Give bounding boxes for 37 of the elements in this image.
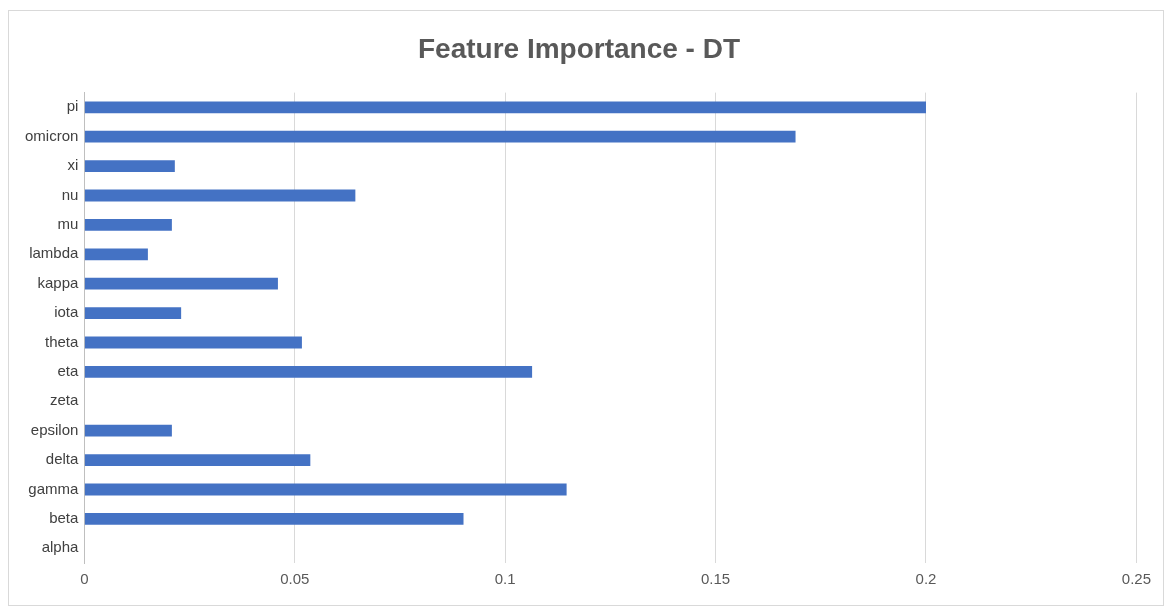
y-tick-label: kappa [37,273,79,291]
y-tick-label: theta [44,332,79,350]
bar [84,248,148,261]
y-tick-label: gamma [28,479,79,497]
y-tick-label: beta [49,509,79,527]
y-tick-label: lambda [29,244,79,262]
bar [84,424,172,437]
bar [84,160,175,172]
bar [84,366,533,378]
x-tick-label: 0.15 [700,570,731,588]
y-tick-label: alpha [41,538,80,556]
bar [84,513,464,525]
bar [84,483,567,496]
y-tick-label: zeta [49,391,79,409]
bar [84,130,796,143]
x-tick-label: 0.05 [280,570,310,588]
y-tick-label: omicron [24,126,79,144]
x-tick-label: 0.2 [915,570,937,588]
y-tick-label: pi [66,97,79,115]
y-tick-label: xi [67,156,79,174]
bar [84,336,302,349]
bar [84,454,311,466]
y-tick-label: epsilon [30,420,79,438]
x-tick-label: 0.1 [494,570,516,588]
y-tick-label: iota [54,303,79,321]
x-tick-label: 0 [80,570,89,588]
bar [84,307,182,319]
bar [84,219,172,231]
x-tick-label: 0.25 [1121,570,1151,588]
y-tick-label: delta [45,450,79,468]
bar [84,189,356,202]
y-tick-label: nu [61,185,79,203]
bar [84,277,278,290]
y-tick-label: mu [57,215,79,233]
chart-title: Feature Importance - DT [417,32,741,64]
bar [84,101,926,114]
y-tick-label: eta [57,362,79,380]
